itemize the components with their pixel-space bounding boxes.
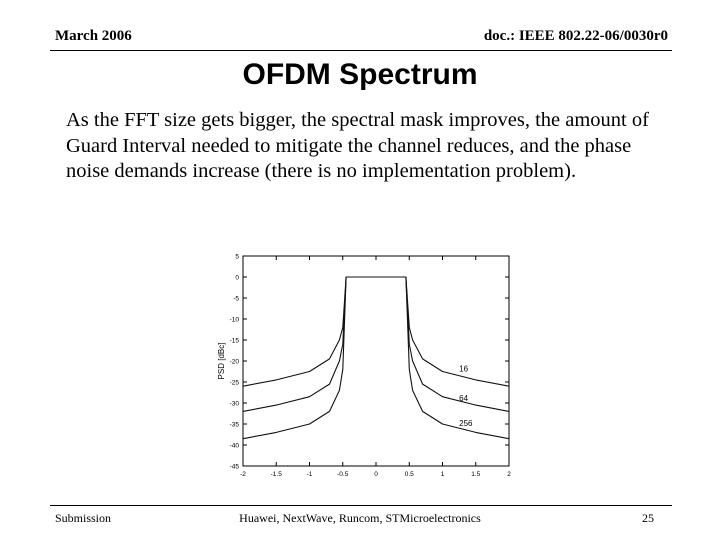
x-tick-label: -1	[307, 471, 313, 478]
y-tick-label: -20	[230, 359, 240, 366]
series-annotation: 16	[459, 365, 468, 374]
series-annotation: 256	[459, 419, 473, 428]
y-tick-label: -40	[230, 443, 240, 450]
header-date: March 2006	[55, 28, 132, 44]
footer-authors: Huawei, NextWave, Runcom, STMicroelectro…	[239, 511, 481, 525]
x-tick-label: 0	[374, 471, 378, 478]
x-tick-label: -2	[240, 471, 246, 478]
y-tick-label: -10	[230, 317, 240, 324]
header-rule	[50, 50, 672, 51]
y-tick-label: -5	[233, 296, 239, 303]
y-tick-label: 0	[235, 275, 239, 282]
x-tick-label: -0.5	[337, 471, 349, 478]
y-tick-label: -25	[230, 380, 240, 387]
x-tick-label: 2	[507, 471, 511, 478]
footer-rule	[50, 505, 672, 506]
y-tick-label: -15	[230, 338, 240, 345]
header-doc-id: doc.: IEEE 802.22-06/0030r0	[483, 28, 668, 44]
y-tick-label: 5	[235, 254, 239, 261]
plot-frame	[242, 255, 510, 467]
series-line-16	[242, 276, 510, 387]
footer-submission: Submission	[55, 511, 112, 525]
footer-page-number: 25	[642, 511, 654, 525]
series-line-256	[242, 276, 510, 440]
x-tick-label: 1	[441, 471, 445, 478]
series-lines	[242, 276, 510, 440]
slide-title: OFDM Spectrum	[242, 58, 478, 91]
x-tick-label: -1.5	[271, 471, 283, 478]
x-tick-label: 0.5	[405, 471, 414, 478]
series-annotation: 64	[459, 394, 468, 403]
series-labels: 16 64 256	[459, 365, 473, 429]
y-tick-label: -45	[230, 464, 240, 471]
x-ticks: -2 -1.5 -1 -0.5 0 0.5 1 1.5 2	[240, 256, 511, 478]
series-line-64	[242, 276, 510, 412]
y-ticks: 5 0 -5 -10 -15 -20 -25 -30 -35 -40 -45	[230, 254, 509, 471]
y-tick-label: -35	[230, 422, 240, 429]
y-axis-label: PSD [dBc]	[217, 343, 226, 380]
y-tick-label: -30	[230, 401, 240, 408]
psd-chart: 5 0 -5 -10 -15 -20 -25 -30 -35 -40 -45 -2 -1.5 -1 -0.…	[217, 254, 511, 479]
slide-body-text: As the FFT size gets bigger, the spectra…	[66, 109, 649, 183]
x-tick-label: 1.5	[471, 471, 480, 478]
